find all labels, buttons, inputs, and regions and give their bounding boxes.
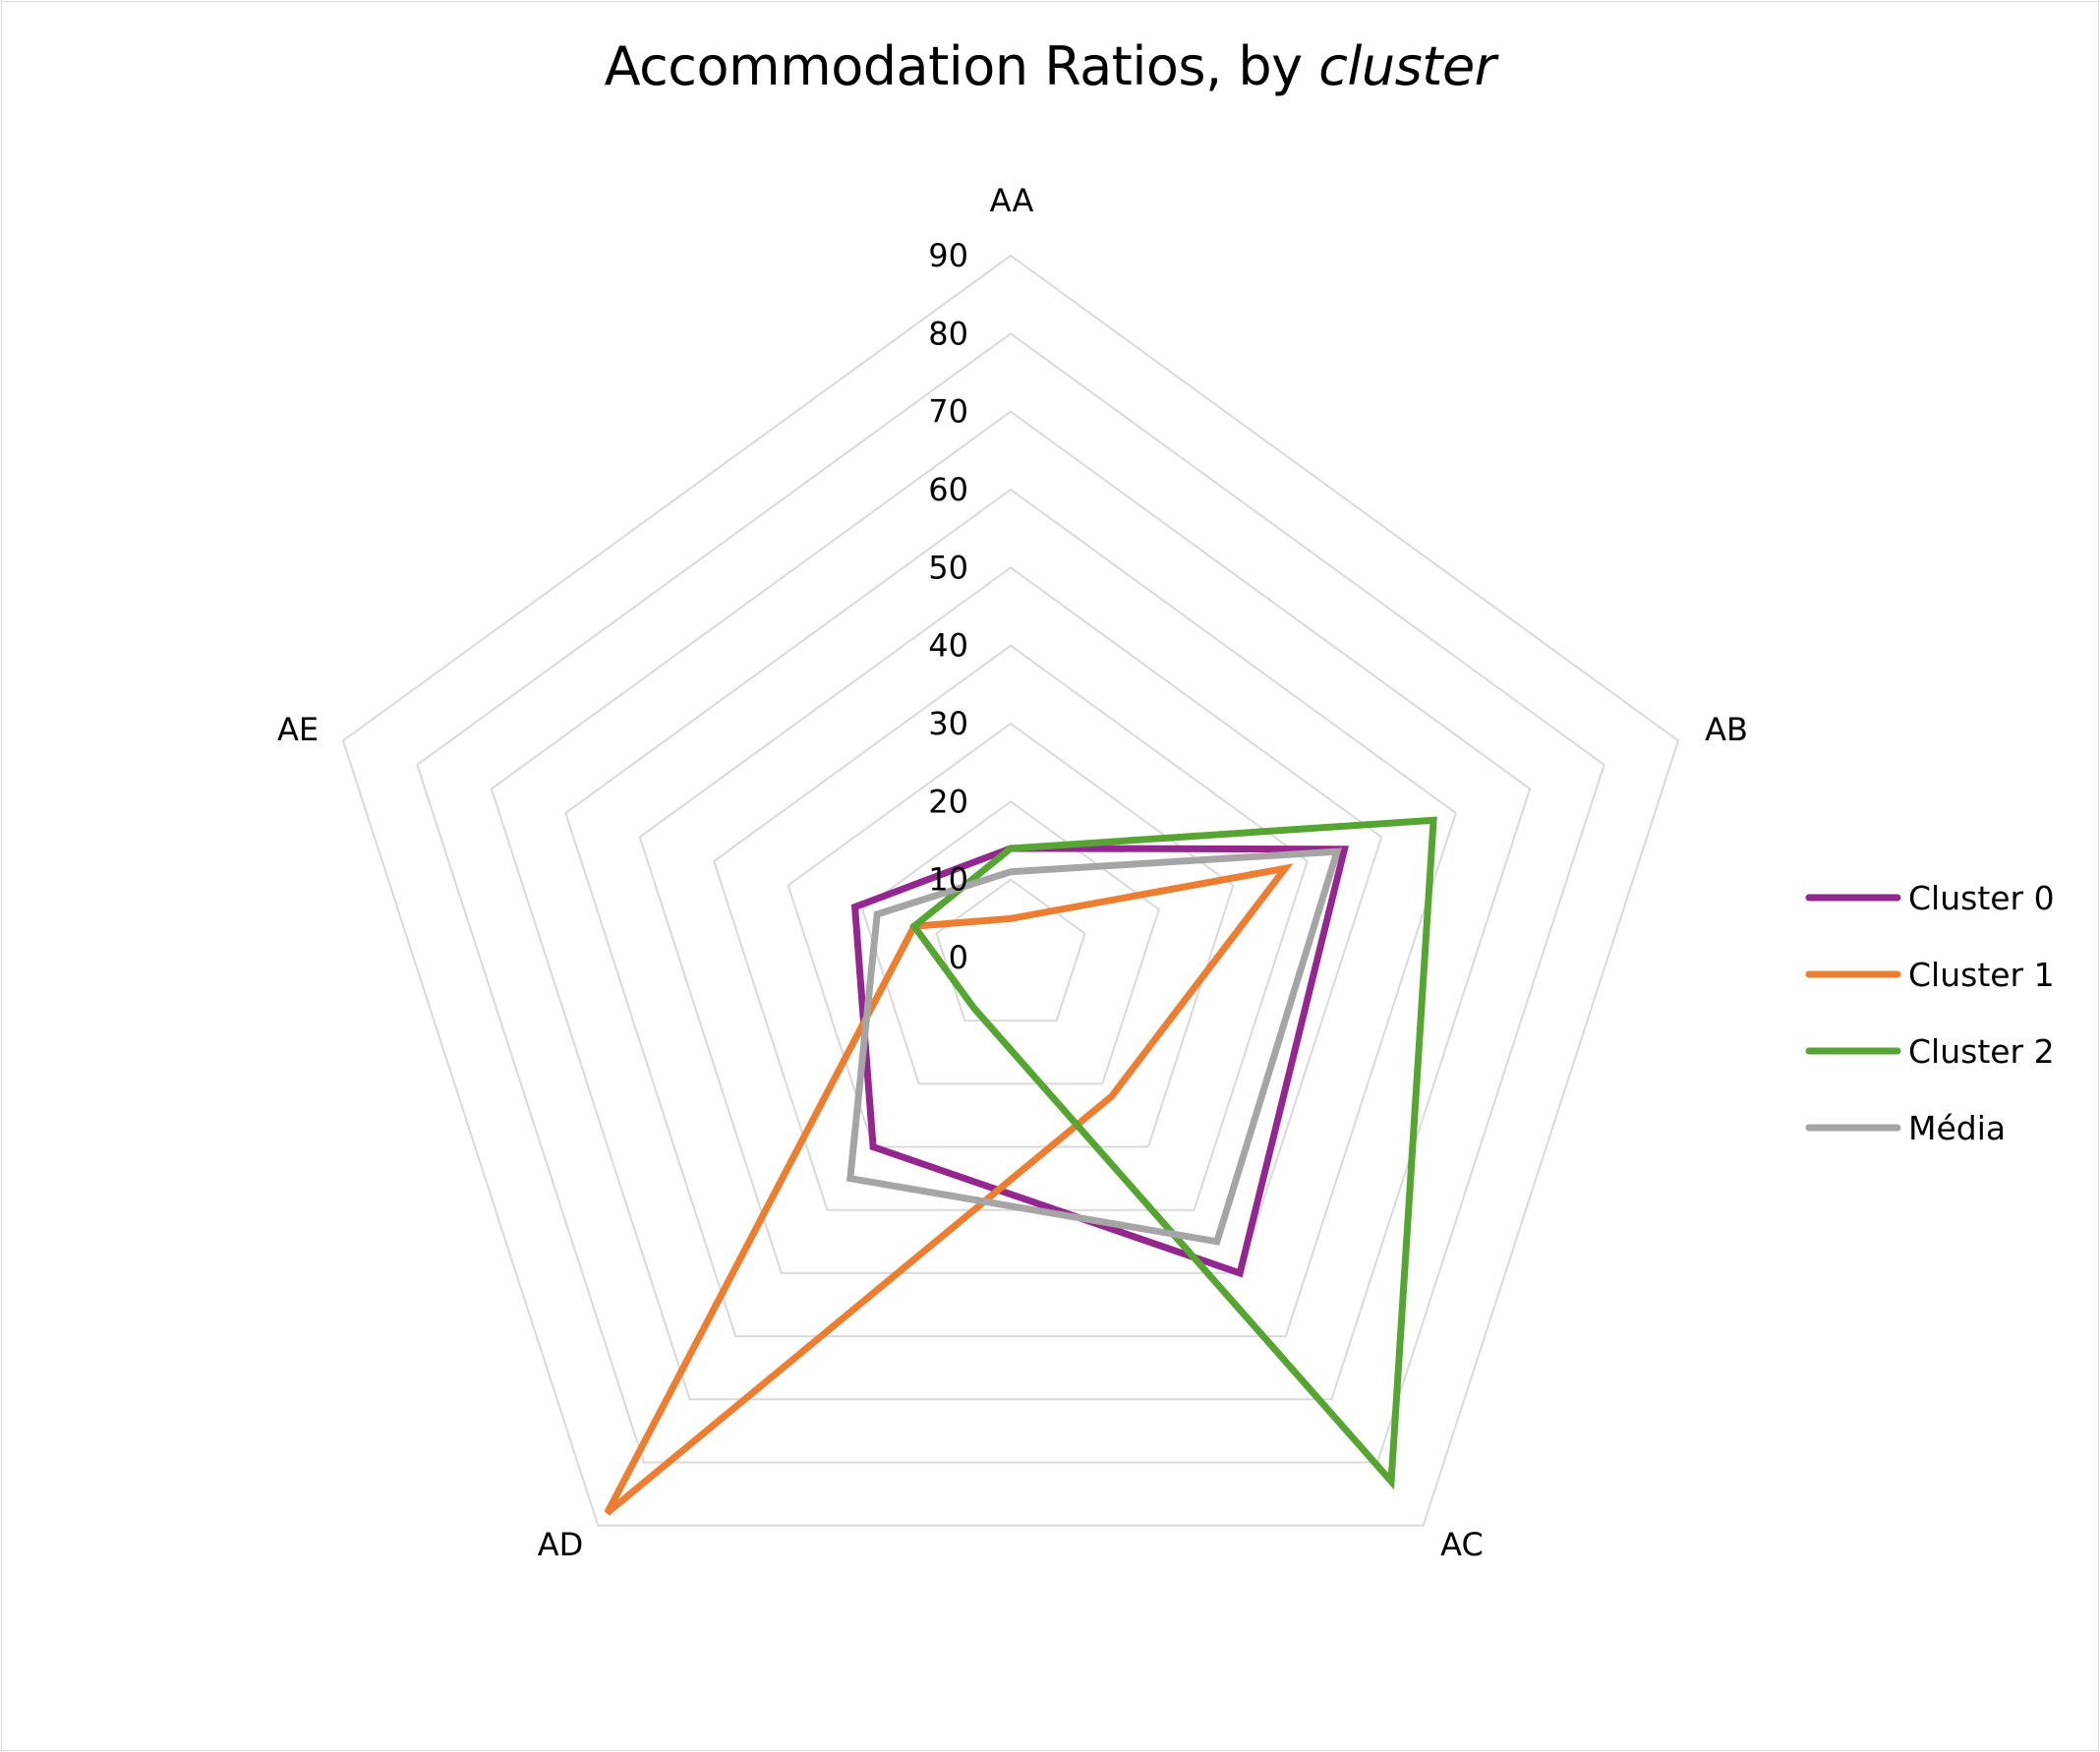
series-3-line xyxy=(846,847,1342,1246)
tick-label-0: 0 xyxy=(949,939,968,976)
tick-label-80: 80 xyxy=(928,315,968,352)
chart-title: Accommodation Ratios, by cluster xyxy=(0,35,2100,97)
grid-ring-40 xyxy=(713,644,1309,1211)
tick-label-10: 10 xyxy=(928,861,968,899)
tick-label-90: 90 xyxy=(928,237,968,274)
tick-label-50: 50 xyxy=(928,549,968,586)
legend-label-1: Cluster 1 xyxy=(1908,956,2055,994)
radar-axis-labels: AA AB AC AD AE xyxy=(277,182,1748,1563)
grid-ring-60 xyxy=(564,488,1457,1338)
axis-label-ac: AC xyxy=(1440,1526,1484,1563)
chart-legend: Cluster 0 Cluster 1 Cluster 2 Média xyxy=(1805,879,2055,1147)
tick-label-70: 70 xyxy=(928,393,968,431)
tick-label-40: 40 xyxy=(928,627,968,665)
grid-ring-70 xyxy=(490,410,1532,1401)
tick-label-60: 60 xyxy=(928,471,968,508)
axis-label-ab: AB xyxy=(1705,711,1748,748)
axis-label-ad: AD xyxy=(538,1526,584,1563)
radar-tick-labels: 0 10 20 30 40 50 60 70 80 90 xyxy=(928,237,968,976)
tick-label-30: 30 xyxy=(928,705,968,742)
axis-label-ae: AE xyxy=(277,711,319,748)
axis-label-aa: AA xyxy=(990,182,1034,219)
legend-label-3: Média xyxy=(1908,1109,2006,1147)
chart-title-main: Accommodation Ratios, by xyxy=(604,35,1319,97)
tick-label-20: 20 xyxy=(928,783,968,820)
series-2-line xyxy=(909,816,1437,1490)
radar-series xyxy=(604,816,1437,1516)
series-0-line xyxy=(850,845,1349,1278)
chart-title-italic: cluster xyxy=(1318,35,1496,97)
legend-label-0: Cluster 0 xyxy=(1908,879,2055,917)
grid-ring-80 xyxy=(416,332,1605,1464)
radar-grid xyxy=(341,254,1680,1527)
grid-ring-50 xyxy=(638,566,1383,1274)
series-1-line xyxy=(604,863,1294,1516)
grid-ring-90 xyxy=(341,254,1680,1527)
legend-label-2: Cluster 2 xyxy=(1908,1032,2055,1071)
